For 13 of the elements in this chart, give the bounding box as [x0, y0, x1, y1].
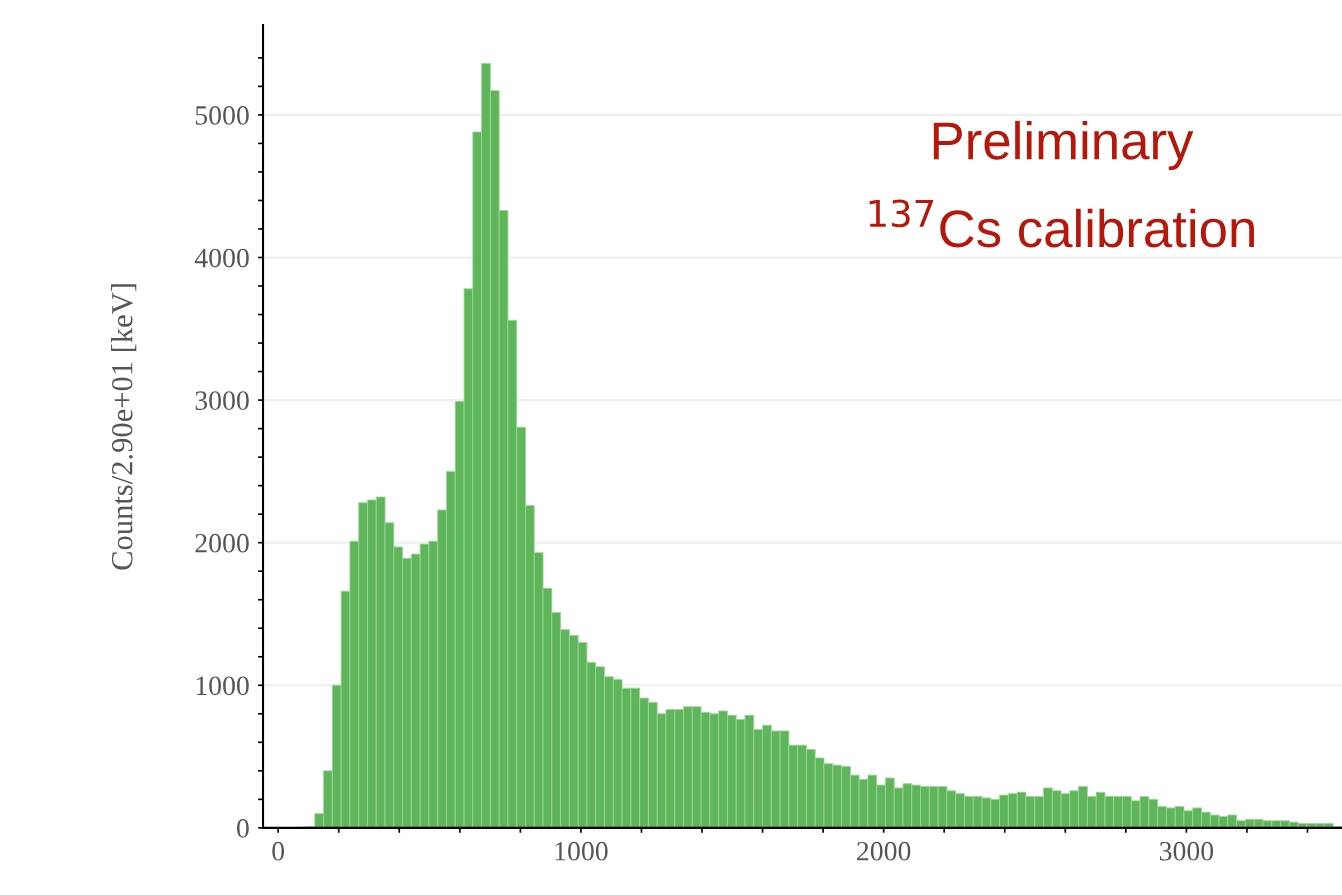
annotation: Preliminary [933, 120, 1194, 171]
x-tick-label: 3000 [1159, 841, 1214, 861]
x-tick-label: 0 [272, 841, 285, 861]
y-tick-label: 5000 [195, 106, 249, 125]
y-tick-label: 4000 [194, 248, 249, 268]
annotation: $^{137}$Cs calibration [869, 199, 1254, 248]
y-tick-label: 2000 [195, 533, 249, 553]
x-tick-label: 1000 [555, 841, 608, 861]
y-tick-label: 1000 [196, 676, 249, 696]
y-tick-label: 0 [237, 819, 249, 838]
y-tick-label: 3000 [195, 391, 249, 410]
x-tick-label: 2000 [857, 841, 911, 861]
y-axis-title: Counts/2.90e+01 [keV] [111, 284, 137, 570]
